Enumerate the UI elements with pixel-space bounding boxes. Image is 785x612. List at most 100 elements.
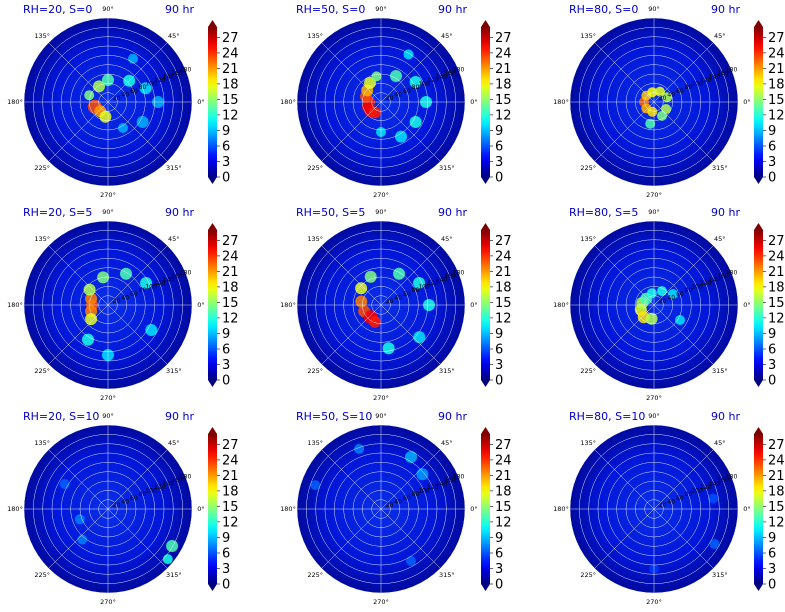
rainband-cell <box>645 312 658 325</box>
colorbar-tick-label: 24 <box>222 249 239 264</box>
angle-tick-label: 315° <box>439 571 455 579</box>
colorbar-tick-label: 18 <box>222 280 239 295</box>
colorbar-tick-label: 0 <box>495 171 503 186</box>
colorbar-tick-label: 21 <box>768 265 785 280</box>
colorbar-tick-label: 24 <box>495 46 512 61</box>
panel-title-right: 90 hr <box>438 410 467 423</box>
polar-panel: 20 4060801001201401601800°45°90°135°180°2… <box>7 410 238 606</box>
colorbar-tick-label: 12 <box>222 108 239 123</box>
angular-grid-line <box>107 304 168 365</box>
colorbar-tick-label: 21 <box>495 62 512 77</box>
panel-title-left: RH=80, S=5 <box>569 206 638 219</box>
rainband-cell <box>371 71 382 82</box>
colorbar-tick-label: 3 <box>495 358 503 373</box>
angular-grid-line <box>321 449 382 510</box>
rainband-cell <box>406 556 416 566</box>
radial-tick-label: 60 <box>130 495 138 502</box>
colorbar-tick-label: 18 <box>495 484 512 499</box>
colorbar-tick-label: 27 <box>495 31 512 46</box>
angle-tick-label: 315° <box>712 367 728 375</box>
rainband-cell <box>355 282 368 295</box>
panel-title-right: 90 hr <box>165 410 194 423</box>
angle-tick-label: 0° <box>197 505 204 513</box>
panel-title-right: 90 hr <box>165 206 194 219</box>
angle-tick-label: 90° <box>375 412 387 420</box>
angle-tick-label: 90° <box>648 208 660 216</box>
angle-tick-label: 135° <box>307 235 323 243</box>
colorbar-tick-label: 3 <box>768 155 776 170</box>
radial-tick-label: 40 <box>667 498 675 505</box>
radial-tick-label: 140 <box>163 481 175 488</box>
radial-tick-label: 100 <box>418 488 430 495</box>
radial-tick-label: 120 <box>427 77 439 84</box>
angle-tick-label: 90° <box>375 208 387 216</box>
colorbar-tick-label: 12 <box>768 311 785 326</box>
radial-tick-label: 120 <box>154 280 166 287</box>
colorbar-tick-label: 9 <box>495 124 503 139</box>
colorbar-gradient <box>754 27 763 177</box>
radial-tick-label: 20 <box>113 298 121 305</box>
colorbar-tick-label: 15 <box>222 500 239 515</box>
colorbar-tick-label: 12 <box>768 108 785 123</box>
radial-tick-label: 60 <box>676 88 684 95</box>
radial-tick-label: 180 <box>453 269 465 276</box>
angle-tick-label: 135° <box>580 32 596 40</box>
radial-tick-label: 80 <box>685 287 693 294</box>
angle-tick-label: 90° <box>102 412 114 420</box>
colorbar-tick-label: 9 <box>222 124 230 139</box>
rainband-cell <box>657 286 667 297</box>
angle-tick-label: 0° <box>743 301 750 309</box>
angular-grid-line <box>48 449 109 510</box>
rainband-cell <box>93 80 105 93</box>
colorbar-extend-min <box>754 584 763 591</box>
rainband-cell <box>83 283 96 296</box>
angle-tick-label: 180° <box>7 505 23 513</box>
rainband-cell <box>709 539 720 549</box>
colorbar-tick-label: 3 <box>222 562 230 577</box>
colorbar-tick-label: 6 <box>768 343 776 358</box>
panel-title-right: 90 hr <box>711 206 740 219</box>
angle-tick-label: 135° <box>34 235 50 243</box>
colorbar-tick-label: 18 <box>222 484 239 499</box>
rainband-cell <box>657 110 667 121</box>
colorbar-extend-max <box>208 427 217 434</box>
radial-tick-label: 120 <box>154 484 166 491</box>
radial-tick-label: 120 <box>700 77 712 84</box>
polar-panel: 20 4060801001201401601800°45°90°135°180°2… <box>280 3 511 199</box>
panel-title-left: RH=50, S=0 <box>296 3 365 16</box>
radial-tick-label: 100 <box>691 81 703 88</box>
radial-tick-label: 180 <box>180 66 192 73</box>
colorbar-tick-label: 9 <box>768 327 776 342</box>
colorbar-tick-label: 15 <box>768 93 785 108</box>
radial-tick-label: 40 <box>667 294 675 301</box>
polar-panel: 20 4060801001201401601800°45°90°135°180°2… <box>7 3 238 199</box>
radial-tick-label: 160 <box>717 477 729 484</box>
radial-tick-label: 140 <box>436 277 448 284</box>
rainband-cell <box>166 540 179 552</box>
angular-grid-line <box>380 304 441 365</box>
rainband-cell <box>662 92 673 103</box>
colorbar-tick-label: 24 <box>495 249 512 264</box>
colorbar-tick-label: 12 <box>495 108 512 123</box>
colorbar-tick-label: 3 <box>768 562 776 577</box>
angle-tick-label: 315° <box>166 367 182 375</box>
rainband-cell <box>647 87 658 98</box>
colorbar-gradient <box>481 434 490 584</box>
angle-tick-label: 270° <box>373 191 389 199</box>
radial-tick-label: 160 <box>717 273 729 280</box>
radial-tick-label: 60 <box>130 291 138 298</box>
colorbar-extend-max <box>754 20 763 27</box>
angular-grid-line <box>653 245 714 306</box>
colorbar-tick-label: 15 <box>495 500 512 515</box>
colorbar-tick-label: 15 <box>768 500 785 515</box>
colorbar-tick-label: 6 <box>495 547 503 562</box>
angular-grid-line <box>653 508 714 569</box>
angular-grid-line <box>653 42 714 103</box>
colorbar-tick-label: 15 <box>222 296 239 311</box>
radial-tick-label: 140 <box>709 74 721 81</box>
polar-panel: 20 4060801001201401601800°45°90°135°180°2… <box>553 410 784 606</box>
panel-title-left: RH=80, S=10 <box>569 410 645 423</box>
radial-tick-label: 60 <box>403 88 411 95</box>
